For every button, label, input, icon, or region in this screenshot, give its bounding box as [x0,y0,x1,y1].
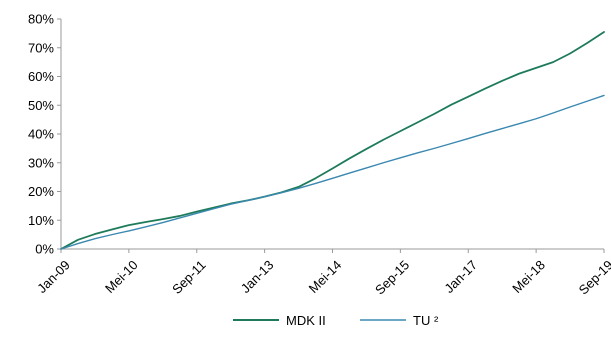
legend-label-1: MDK II [286,313,326,328]
x-tick-label: Sep-11 [169,257,209,297]
y-tick-label: 70% [28,40,54,55]
x-tick-label: Sep-15 [372,257,412,297]
y-tick-label: 0% [35,242,54,257]
x-tick-label: Jan-17 [441,257,480,296]
series-lines [60,31,605,250]
x-tick-label: Mei-14 [306,257,345,296]
legend-label-2: TU ² [413,313,439,328]
series-line-1 [60,31,605,250]
x-tick-label: Mei-10 [102,257,141,296]
x-tick-label: Jan-09 [34,257,73,296]
series-line-2 [60,94,605,250]
y-tick-label: 10% [28,213,54,228]
y-tick-label: 40% [28,127,54,142]
x-tick-label: Jan-13 [238,257,277,296]
y-tick-label: 30% [28,155,54,170]
legend: MDK II TU ² [233,313,439,328]
y-tick-label: 60% [28,69,54,84]
y-tick-label: 80% [28,12,54,27]
x-axis: Jan-09 Mei-10 Sep-11 Jan-13 Mei-14 Sep-15 Jan-… [34,248,611,298]
y-tick-label: 20% [28,184,54,199]
y-axis: 0% 10% 20% 30% 40% 50% 60% 70% 80% [28,12,62,257]
x-tick-label: Mei-18 [509,257,548,296]
y-tick-label: 50% [28,98,54,113]
x-tick-label: Sep-19 [576,257,611,297]
